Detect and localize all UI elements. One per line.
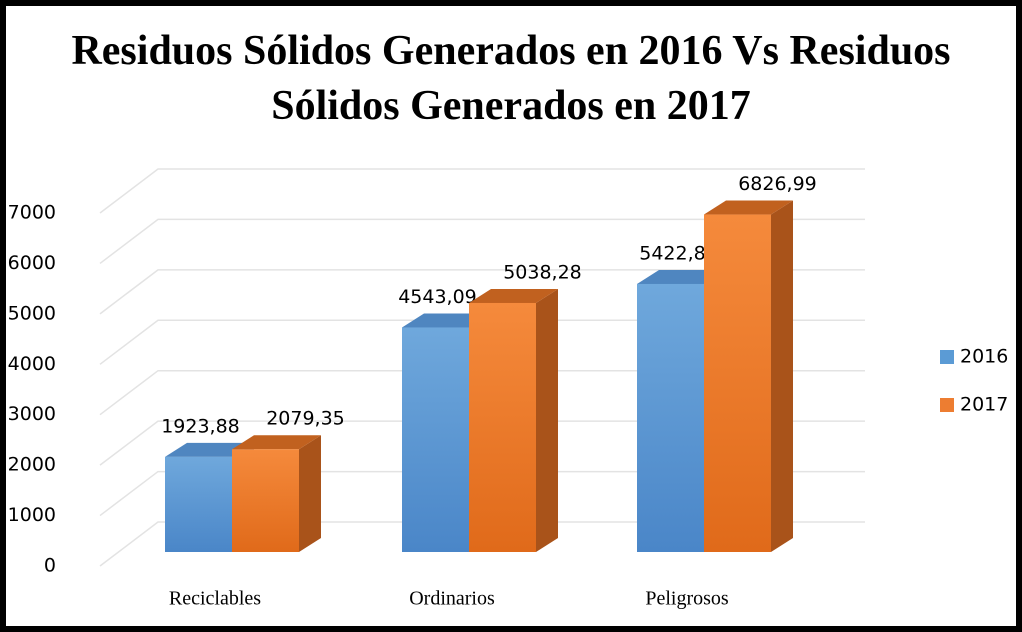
bar-top <box>637 269 726 284</box>
grid-line <box>99 218 865 265</box>
legend-label: 2017 <box>960 394 1008 416</box>
chart-title: Residuos Sólidos Generados en 2016 Vs Re… <box>71 28 951 129</box>
y-tick-label: 7000 <box>8 202 56 224</box>
y-tick-label: 6000 <box>8 252 56 274</box>
data-label: 5038,28 <box>503 261 582 283</box>
y-tick-label: 1000 <box>8 504 56 526</box>
data-label: 6826,99 <box>738 173 817 195</box>
legend-label: 2016 <box>960 346 1008 368</box>
grid-line <box>99 369 865 416</box>
grid-line <box>99 168 865 214</box>
grid-line <box>99 420 865 466</box>
bar <box>637 283 704 552</box>
bar-top <box>232 435 321 450</box>
x-tick-label: Ordinarios <box>409 588 495 610</box>
grid-line <box>99 269 865 315</box>
bar-top <box>165 442 254 457</box>
bar <box>402 327 469 552</box>
bar-top <box>402 313 491 328</box>
bar <box>704 214 771 552</box>
bar-top <box>469 288 558 303</box>
bar-side <box>771 200 793 552</box>
grid-line <box>99 319 865 365</box>
data-label: 1923,88 <box>161 415 240 437</box>
bar <box>232 449 299 552</box>
data-label: 2079,35 <box>266 408 345 430</box>
x-tick-label: Reciclables <box>169 588 261 610</box>
y-tick-label: 4000 <box>8 353 56 375</box>
data-label: 5422,8 <box>639 242 705 264</box>
data-label: 4543,09 <box>398 286 477 308</box>
legend-swatch <box>940 398 954 412</box>
y-tick-label: 0 <box>44 555 56 577</box>
bar-side <box>299 435 321 552</box>
grid-line <box>99 470 865 517</box>
bar-top <box>704 200 793 215</box>
bar-side <box>536 288 558 552</box>
y-tick-label: 5000 <box>8 302 56 324</box>
grid-line <box>99 521 865 567</box>
bar <box>165 456 232 552</box>
bar <box>469 302 536 552</box>
legend-swatch <box>940 350 954 364</box>
y-tick-label: 2000 <box>8 454 56 476</box>
x-tick-label: Peligrosos <box>645 588 729 610</box>
y-tick-label: 3000 <box>8 403 56 425</box>
